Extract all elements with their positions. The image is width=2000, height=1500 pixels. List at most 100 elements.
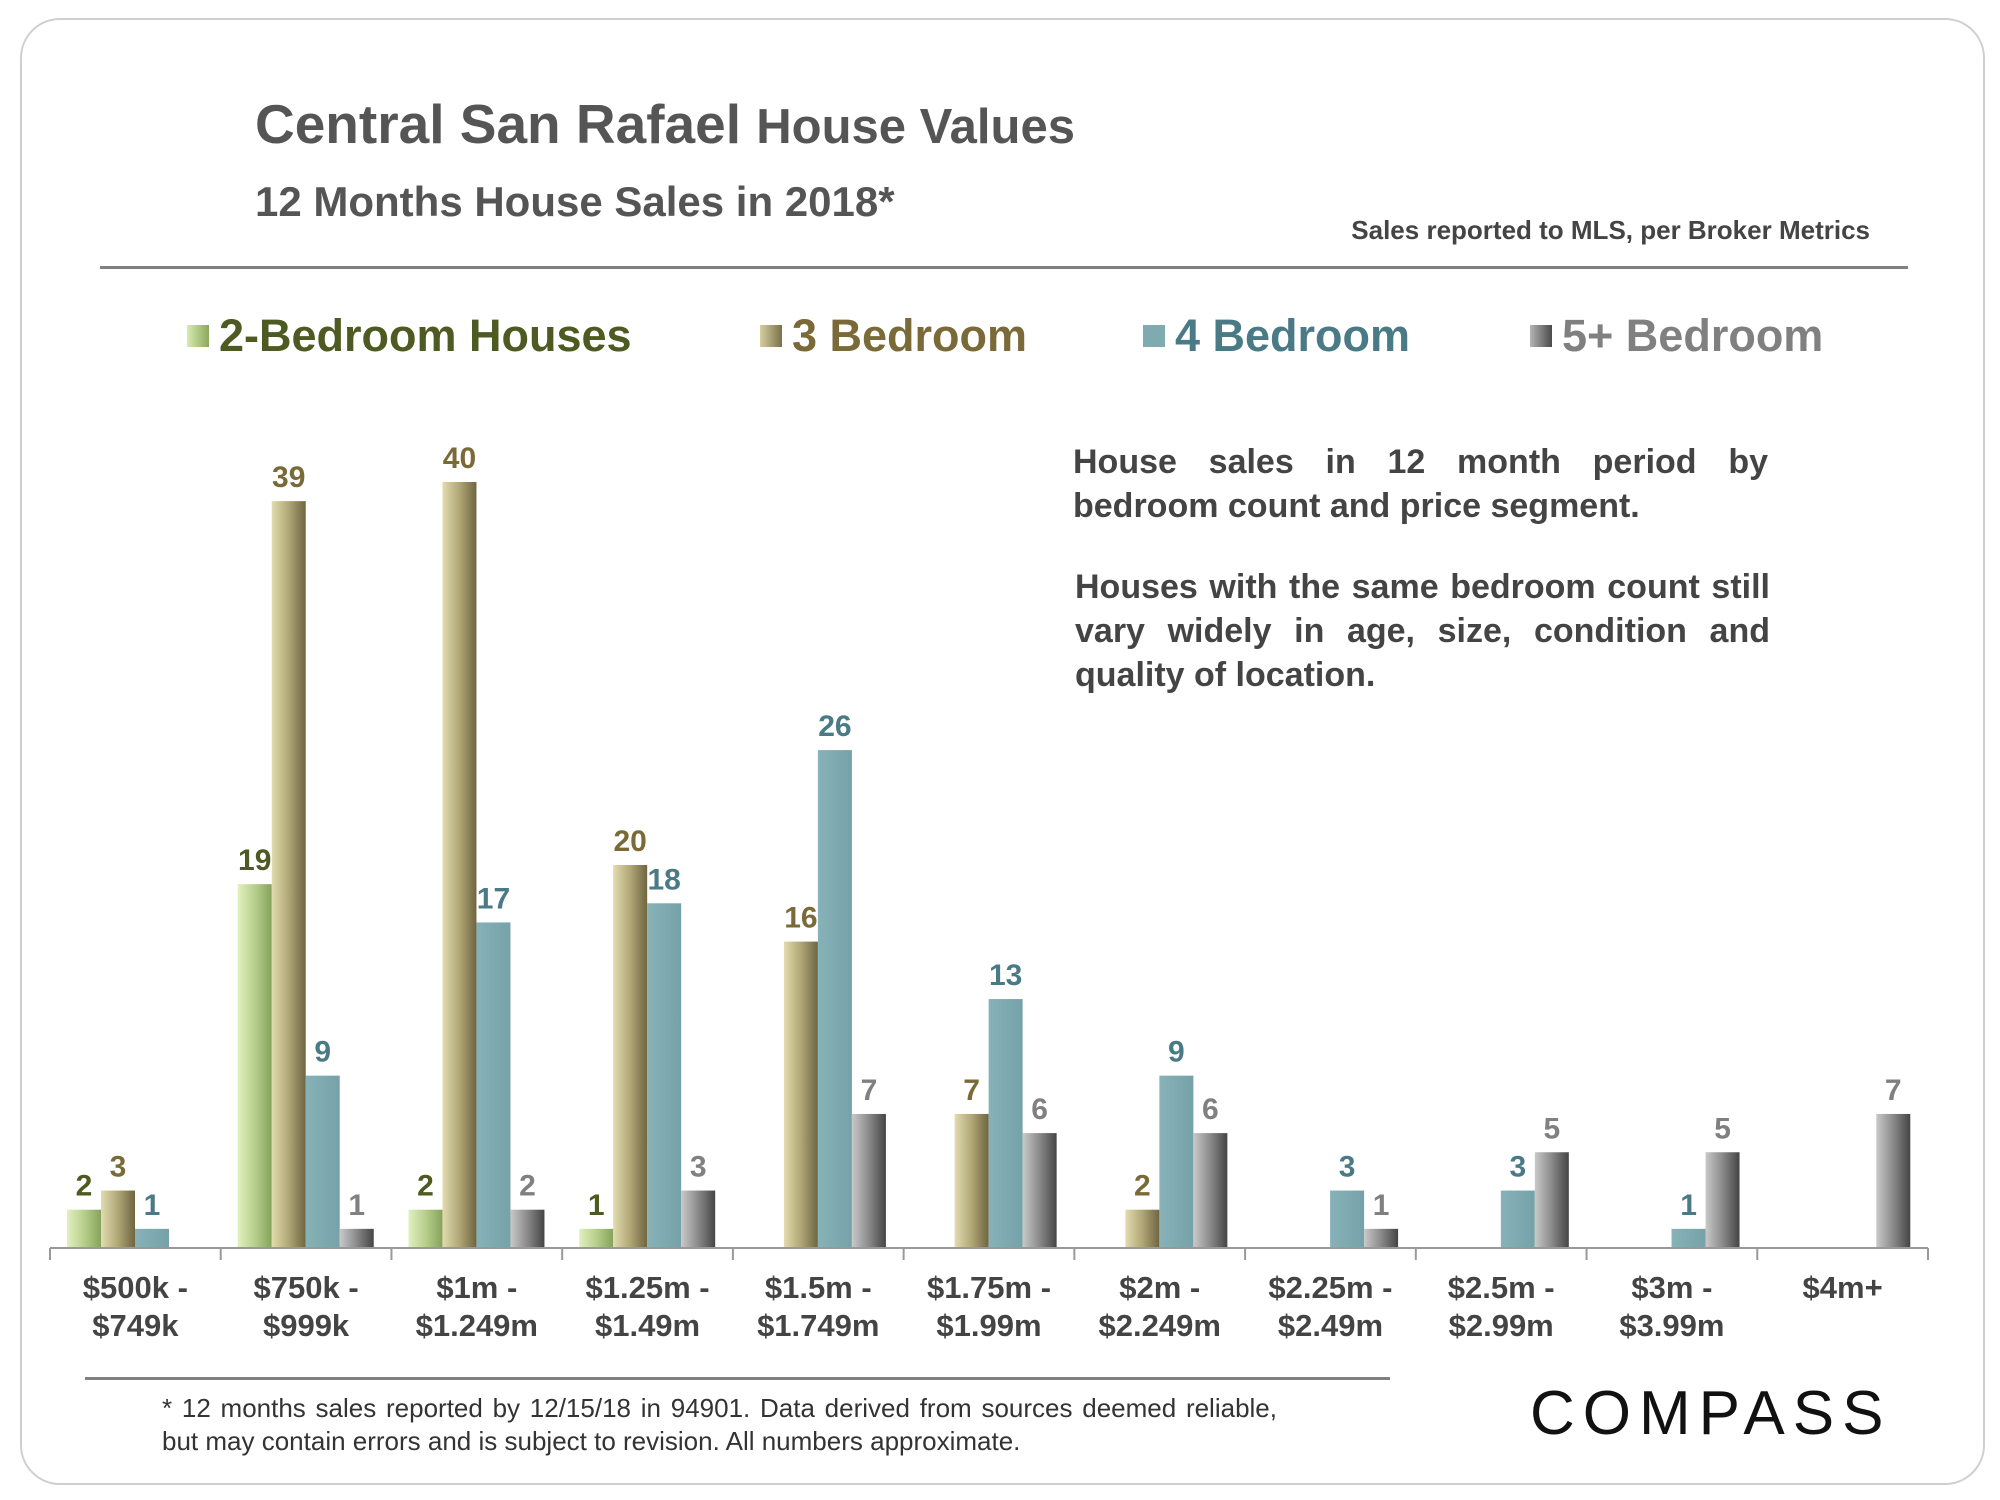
bar-5-bedroom-6 — [1193, 1133, 1228, 1248]
bar-4-bedroom-1 — [305, 1075, 340, 1248]
x-axis-labels: $500k -$749k $750k -$999k $1m -$1.249m $1.2… — [83, 1270, 1883, 1343]
title-rest: House Values — [756, 100, 1075, 154]
bar-4-bedroom-5 — [988, 999, 1023, 1248]
title-bold: Central San Rafael — [255, 93, 742, 155]
data-label-4-bedroom-4: 26 — [818, 710, 851, 743]
chart-subtitle: 12 Months House Sales in 2018* — [255, 178, 895, 225]
data-label-3-bedroom-3: 20 — [613, 825, 646, 858]
data-label-5-bedroom-4: 7 — [861, 1074, 878, 1107]
chart-title: Central San Rafael House Values — [255, 92, 1075, 156]
bars-group — [67, 482, 1911, 1248]
bar-5-bedroom-5 — [1022, 1133, 1057, 1248]
data-label-4-bedroom-2: 17 — [477, 882, 510, 915]
bar-3-bedroom-6 — [1125, 1209, 1160, 1248]
bar-4-bedroom-9 — [1671, 1228, 1706, 1248]
data-label-4-bedroom-5: 13 — [989, 959, 1022, 992]
bar-2-bedroom-1 — [237, 884, 272, 1248]
x-tick-label-1: $750k -$999k — [254, 1270, 359, 1343]
data-label-3-bedroom-1: 39 — [272, 461, 305, 494]
legend-label-5-bedroom: 5+ Bedroom — [1562, 310, 1824, 361]
data-label-3-bedroom-0: 3 — [110, 1151, 127, 1184]
data-label-4-bedroom-9: 1 — [1680, 1189, 1697, 1222]
data-label-5-bedroom-1: 1 — [348, 1189, 365, 1222]
legend-item-2-bedroom: 2-Bedroom Houses — [187, 310, 632, 362]
bar-5-bedroom-9 — [1705, 1152, 1740, 1248]
legend-label-4-bedroom: 4 Bedroom — [1175, 310, 1411, 361]
note-paragraph-1: House sales in 12 month period by bedroo… — [1073, 443, 1768, 525]
x-axis-ticks — [49, 1248, 1929, 1260]
data-label-3-bedroom-2: 40 — [443, 442, 476, 475]
top-divider — [100, 266, 1908, 269]
footnote: * 12 months sales reported by 12/15/18 i… — [162, 1393, 1277, 1456]
x-tick-label-4: $1.5m -$1.749m — [757, 1270, 879, 1343]
data-label-4-bedroom-3: 18 — [647, 863, 680, 896]
bar-4-bedroom-0 — [135, 1228, 169, 1248]
x-tick-label-0: $500k -$749k — [83, 1270, 188, 1343]
data-label-4-bedroom-1: 9 — [314, 1036, 331, 1069]
data-label-3-bedroom-6: 2 — [1134, 1170, 1151, 1203]
legend-item-5-bedroom: 5+ Bedroom — [1530, 310, 1823, 362]
data-label-2-bedroom-1: 19 — [238, 844, 271, 877]
legend-swatch-4-bedroom — [1143, 325, 1165, 347]
data-label-4-bedroom-0: 1 — [144, 1189, 161, 1222]
bar-3-bedroom-2 — [442, 482, 477, 1248]
bar-3-bedroom-3 — [613, 865, 648, 1248]
bar-5-bedroom-4 — [851, 1113, 886, 1248]
source-note: Sales reported to MLS, per Broker Metric… — [1351, 215, 1870, 245]
data-label-5-bedroom-3: 3 — [690, 1151, 707, 1184]
data-label-4-bedroom-6: 9 — [1168, 1036, 1185, 1069]
bar-5-bedroom-2 — [510, 1209, 545, 1248]
data-label-3-bedroom-4: 16 — [784, 902, 817, 935]
legend-label-3-bedroom: 3 Bedroom — [792, 310, 1028, 361]
data-label-2-bedroom-3: 1 — [588, 1189, 605, 1222]
data-label-2-bedroom-2: 2 — [417, 1170, 434, 1203]
note-paragraph-2: Houses with the same bedroom count still… — [1075, 568, 1770, 694]
bar-2-bedroom-2 — [408, 1209, 443, 1248]
x-tick-label-9: $3m -$3.99m — [1619, 1270, 1724, 1343]
legend-item-3-bedroom: 3 Bedroom — [760, 310, 1027, 362]
x-tick-label-3: $1.25m -$1.49m — [586, 1270, 710, 1343]
bar-4-bedroom-2 — [476, 922, 511, 1248]
bar-4-bedroom-7 — [1330, 1190, 1365, 1248]
data-label-4-bedroom-8: 3 — [1509, 1151, 1526, 1184]
bar-3-bedroom-1 — [271, 501, 306, 1248]
x-tick-label-6: $2m -$2.249m — [1099, 1270, 1221, 1343]
data-label-3-bedroom-5: 7 — [963, 1074, 980, 1107]
data-label-4-bedroom-7: 3 — [1339, 1151, 1356, 1184]
data-label-5-bedroom-9: 5 — [1714, 1112, 1731, 1145]
x-tick-label-5: $1.75m -$1.99m — [927, 1270, 1051, 1343]
bar-4-bedroom-8 — [1500, 1190, 1535, 1248]
legend-item-4-bedroom: 4 Bedroom — [1143, 310, 1410, 362]
bar-5-bedroom-7 — [1364, 1228, 1399, 1248]
data-label-5-bedroom-7: 1 — [1373, 1189, 1390, 1222]
x-tick-label-7: $2.25m -$2.49m — [1268, 1270, 1392, 1343]
x-tick-label-8: $2.5m -$2.99m — [1448, 1270, 1555, 1343]
bar-3-bedroom-5 — [954, 1113, 989, 1248]
legend-swatch-5-bedroom — [1530, 325, 1552, 347]
bar-5-bedroom-1 — [339, 1228, 374, 1248]
data-label-5-bedroom-5: 6 — [1031, 1093, 1048, 1126]
x-tick-label-2: $1m -$1.249m — [416, 1270, 538, 1343]
bar-5-bedroom-10 — [1876, 1113, 1911, 1248]
data-label-5-bedroom-2: 2 — [519, 1170, 536, 1203]
legend-label-2-bedroom: 2-Bedroom Houses — [219, 310, 632, 361]
bar-5-bedroom-3 — [681, 1190, 716, 1248]
legend-swatch-2-bedroom — [187, 325, 209, 347]
bar-4-bedroom-3 — [647, 903, 682, 1248]
data-label-5-bedroom-10: 7 — [1885, 1074, 1902, 1107]
compass-logo: COMPASS — [1530, 1379, 1892, 1448]
x-tick-label-10: $4m+ — [1803, 1270, 1883, 1305]
bar-3-bedroom-4 — [783, 941, 818, 1248]
legend-swatch-3-bedroom — [760, 325, 782, 347]
bar-5-bedroom-8 — [1534, 1152, 1569, 1248]
bar-2-bedroom-3 — [579, 1228, 614, 1248]
data-label-5-bedroom-8: 5 — [1543, 1112, 1560, 1145]
bar-4-bedroom-6 — [1159, 1075, 1194, 1248]
bottom-divider — [85, 1377, 1390, 1380]
data-label-5-bedroom-6: 6 — [1202, 1093, 1219, 1126]
bar-3-bedroom-0 — [101, 1190, 135, 1248]
data-label-2-bedroom-0: 2 — [76, 1170, 93, 1203]
bar-4-bedroom-4 — [817, 750, 852, 1248]
